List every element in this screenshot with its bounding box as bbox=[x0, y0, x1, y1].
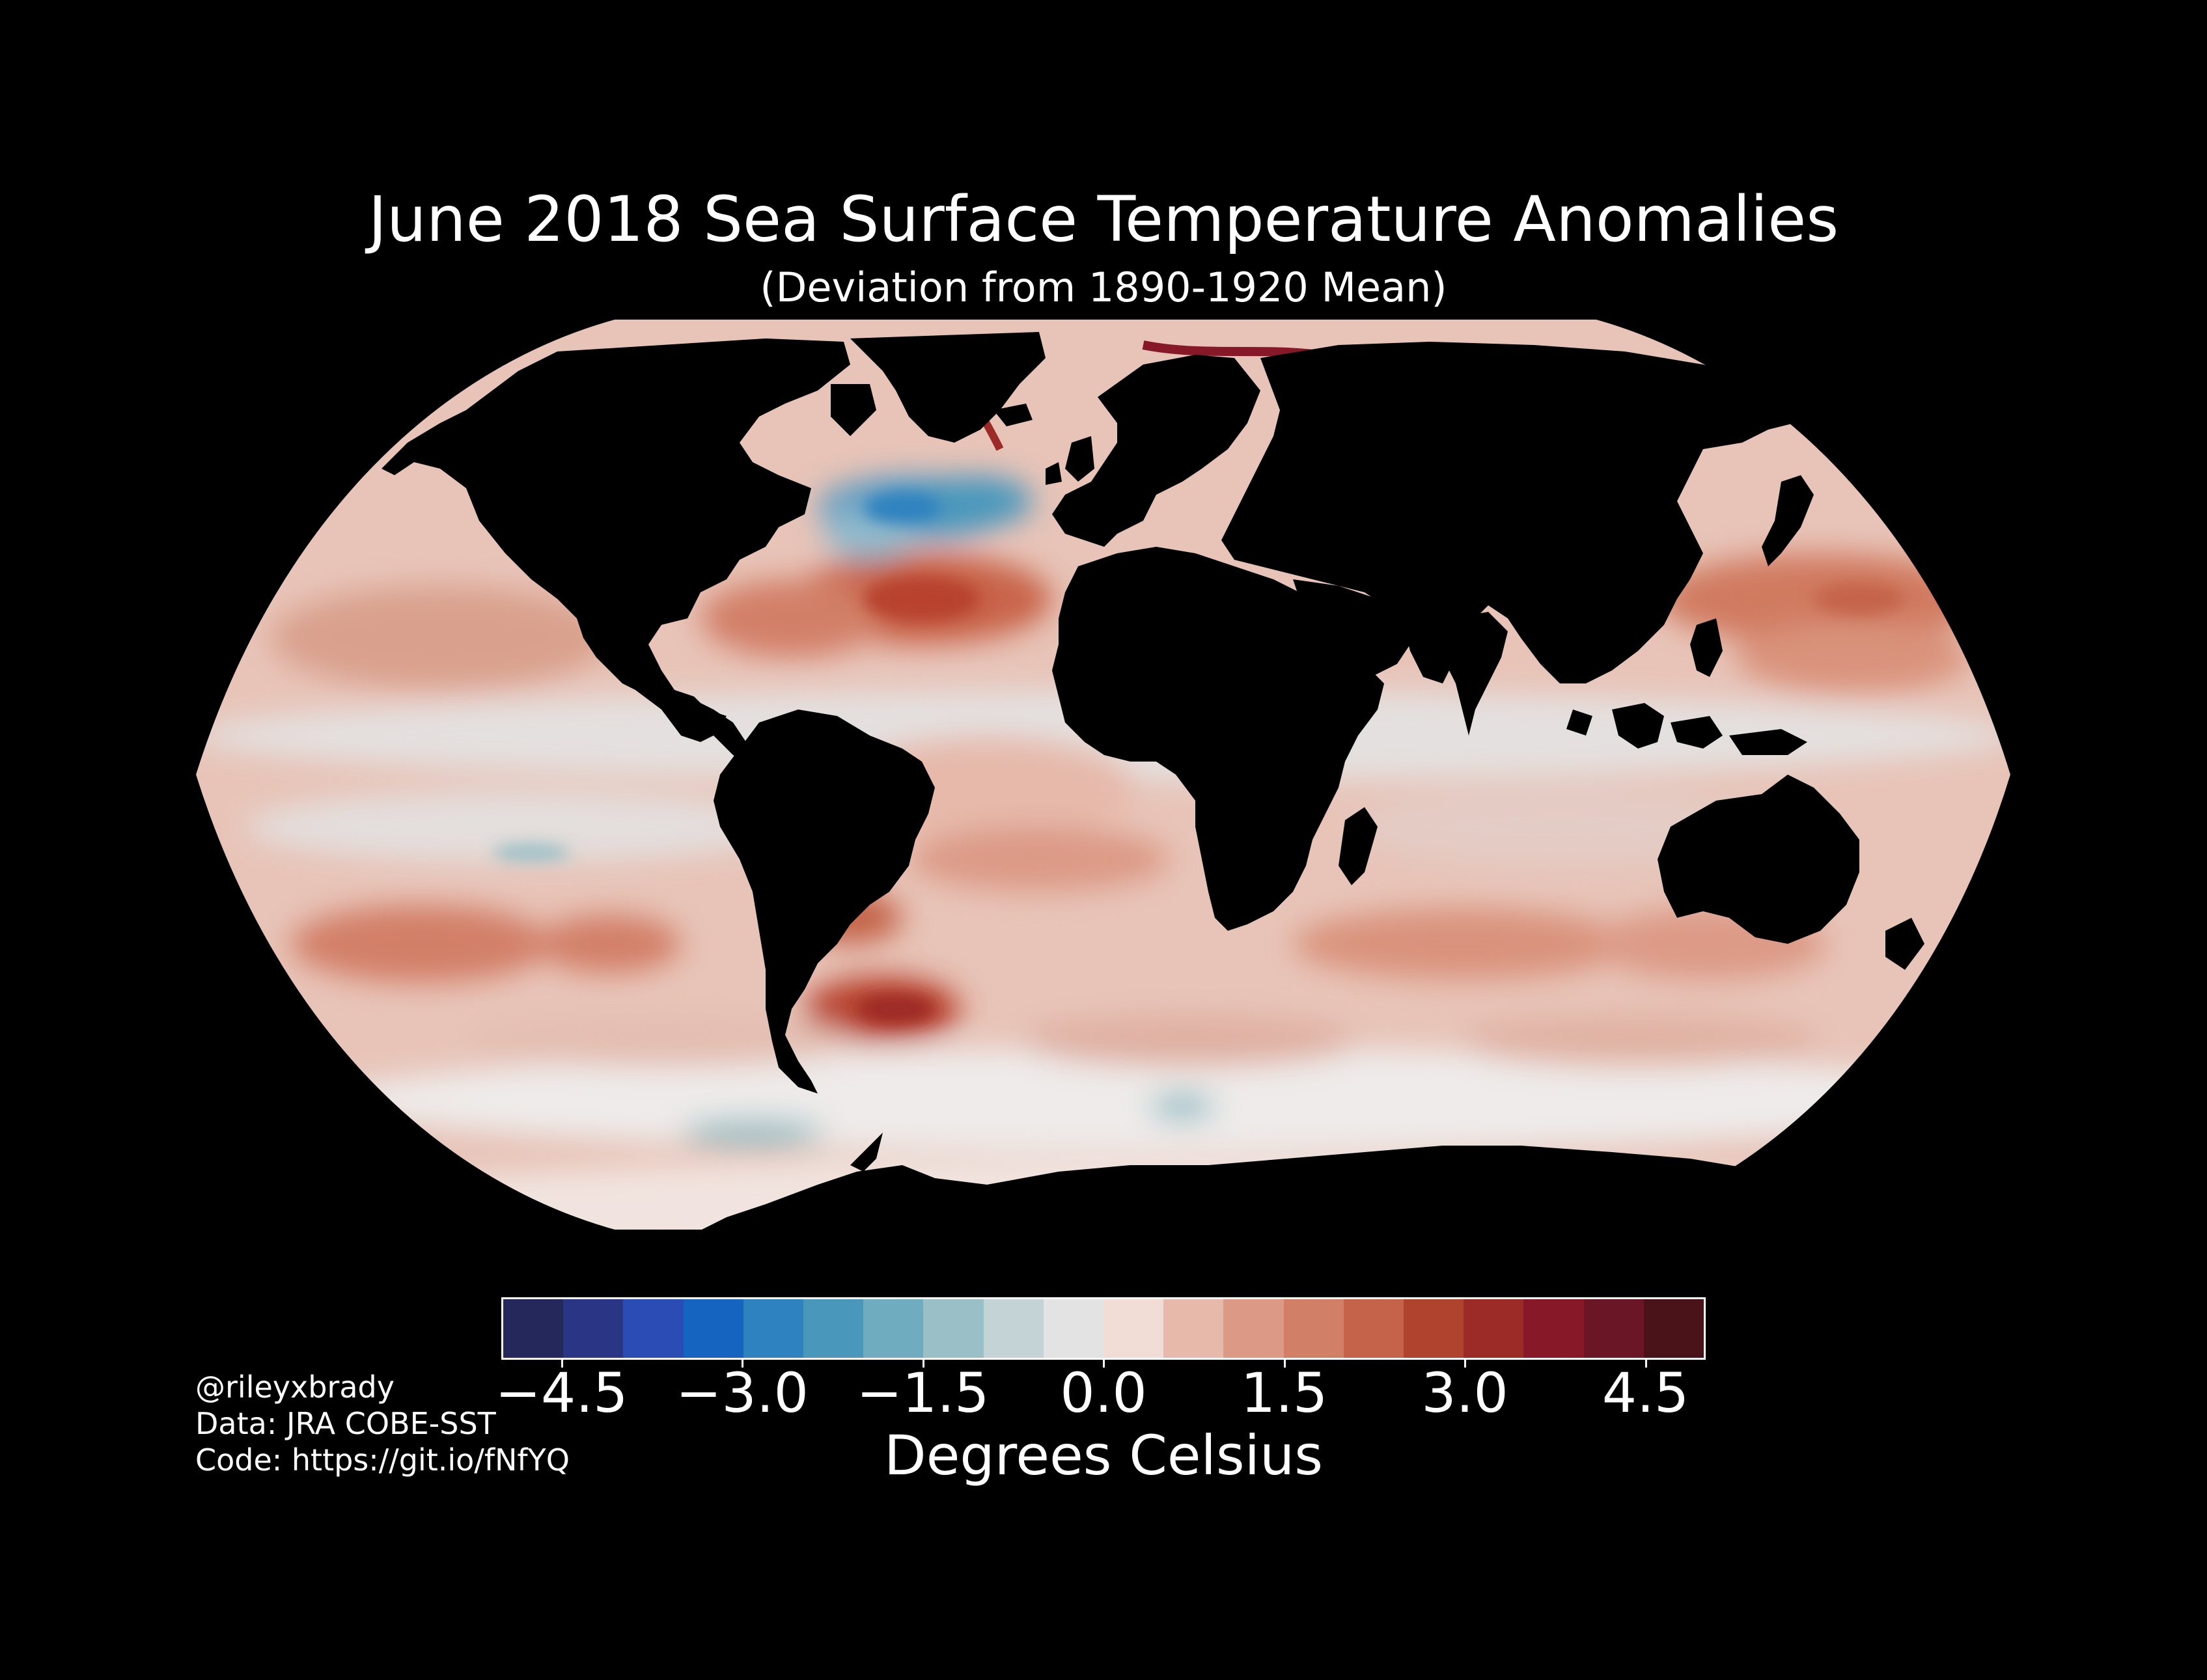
land-philippines bbox=[1690, 618, 1723, 677]
land-arabia bbox=[1293, 579, 1410, 683]
colorbar-tick-mark bbox=[742, 1360, 743, 1368]
land-iceland bbox=[993, 404, 1033, 426]
anomaly-patch bbox=[1456, 1015, 1820, 1067]
colorbar-segment bbox=[863, 1299, 924, 1358]
colorbar bbox=[501, 1297, 1706, 1360]
map-subtitle: (Deviation from 1890-1920 Mean) bbox=[760, 264, 1447, 311]
credit-handle: @rileyxbrady bbox=[195, 1370, 395, 1405]
land-masses bbox=[382, 332, 1924, 1230]
sst-anomaly-map bbox=[194, 319, 2012, 1230]
colorbar-label: Degrees Celsius bbox=[884, 1424, 1323, 1487]
colorbar-segment bbox=[803, 1299, 864, 1358]
colorbar-tick-label: 1.5 bbox=[1240, 1361, 1328, 1425]
colorbar-segment bbox=[1643, 1299, 1704, 1358]
colorbar-tick-label: 0.0 bbox=[1060, 1361, 1147, 1425]
colorbar-tick-mark bbox=[1283, 1360, 1286, 1368]
land-antarctica bbox=[701, 1146, 1898, 1230]
globe-outline bbox=[194, 319, 2012, 1230]
land-new-zealand bbox=[1885, 918, 1924, 970]
land-arctic-islands bbox=[701, 358, 876, 436]
land-central-america bbox=[661, 683, 753, 762]
anomaly-patch bbox=[245, 791, 792, 862]
credit-data-source: Data: JRA COBE-SST bbox=[195, 1406, 496, 1441]
credits: @rileyxbrady Data: JRA COBE-SST Code: ht… bbox=[195, 1369, 570, 1478]
credit-code-link[interactable]: Code: https://git.io/fNfYQ bbox=[195, 1442, 570, 1478]
colorbar-segment bbox=[1583, 1299, 1644, 1358]
colorbar-segment bbox=[743, 1299, 804, 1358]
colorbar-segment bbox=[1283, 1299, 1344, 1358]
colorbar-segment bbox=[1343, 1299, 1404, 1358]
colorbar-tick-mark bbox=[1645, 1360, 1647, 1368]
anomaly-patch bbox=[863, 576, 980, 622]
anomaly-patch bbox=[492, 844, 570, 862]
anomaly-patch bbox=[909, 827, 1169, 892]
colorbar-tick-mark bbox=[1464, 1360, 1466, 1368]
anomaly-patch bbox=[290, 905, 551, 983]
land-british-isles bbox=[1046, 436, 1094, 485]
colorbar-tick-label: −4.5 bbox=[495, 1361, 628, 1425]
colorbar-segment bbox=[1464, 1299, 1524, 1358]
anomaly-patch bbox=[681, 1118, 824, 1147]
colorbar-segment bbox=[683, 1299, 743, 1358]
colorbar-segment bbox=[1163, 1299, 1224, 1358]
world-map bbox=[193, 319, 2013, 1230]
colorbar-segment bbox=[503, 1299, 564, 1358]
anomaly-patch bbox=[1150, 1092, 1215, 1121]
land-japan bbox=[1762, 475, 1814, 566]
anomaly-patch bbox=[271, 586, 609, 690]
anomaly-patch bbox=[701, 579, 883, 657]
colorbar-segment bbox=[1223, 1299, 1284, 1358]
colorbar-segment bbox=[1523, 1299, 1584, 1358]
colorbar-tick-label: −3.0 bbox=[676, 1361, 809, 1425]
land-greenland bbox=[850, 332, 1046, 443]
colorbar-segment bbox=[923, 1299, 984, 1358]
colorbar-segment bbox=[1043, 1299, 1104, 1358]
anomaly-patch bbox=[863, 491, 941, 524]
land-india bbox=[1443, 612, 1508, 736]
land-africa bbox=[1052, 547, 1384, 931]
anomaly-patch bbox=[1293, 908, 1631, 980]
anomaly-patch bbox=[915, 475, 1033, 527]
colorbar-tick-label: 4.5 bbox=[1602, 1361, 1689, 1425]
anomaly-patch bbox=[1020, 1015, 1358, 1067]
colorbar-segment bbox=[563, 1299, 624, 1358]
anomaly-patch bbox=[466, 1015, 857, 1067]
land-europe bbox=[1052, 355, 1260, 547]
land-madagascar bbox=[1339, 807, 1378, 885]
anomaly-patch bbox=[1814, 583, 1905, 615]
colorbar-tick-label: −1.5 bbox=[856, 1361, 990, 1425]
colorbar-tick-label: 3.0 bbox=[1421, 1361, 1508, 1425]
land-australia bbox=[1658, 775, 1859, 944]
anomaly-patch bbox=[857, 995, 935, 1023]
land-indonesia bbox=[1566, 703, 1807, 755]
anomaly-patch bbox=[538, 915, 681, 973]
anomaly-patch bbox=[1736, 622, 1970, 693]
colorbar-segment bbox=[983, 1299, 1044, 1358]
land-asia bbox=[1221, 342, 1807, 683]
map-title: June 2018 Sea Surface Temperature Anomal… bbox=[368, 183, 1839, 256]
colorbar-segment bbox=[1404, 1299, 1464, 1358]
land-south-america bbox=[714, 709, 935, 1094]
land-north-america bbox=[382, 338, 850, 742]
colorbar-tick-mark bbox=[922, 1360, 924, 1368]
colorbar-segment bbox=[623, 1299, 684, 1358]
colorbar-tick-mark bbox=[561, 1360, 563, 1368]
colorbar-segment bbox=[1104, 1299, 1164, 1358]
colorbar-tick-mark bbox=[1103, 1360, 1105, 1368]
land-antarctic-peninsula bbox=[850, 1133, 883, 1172]
